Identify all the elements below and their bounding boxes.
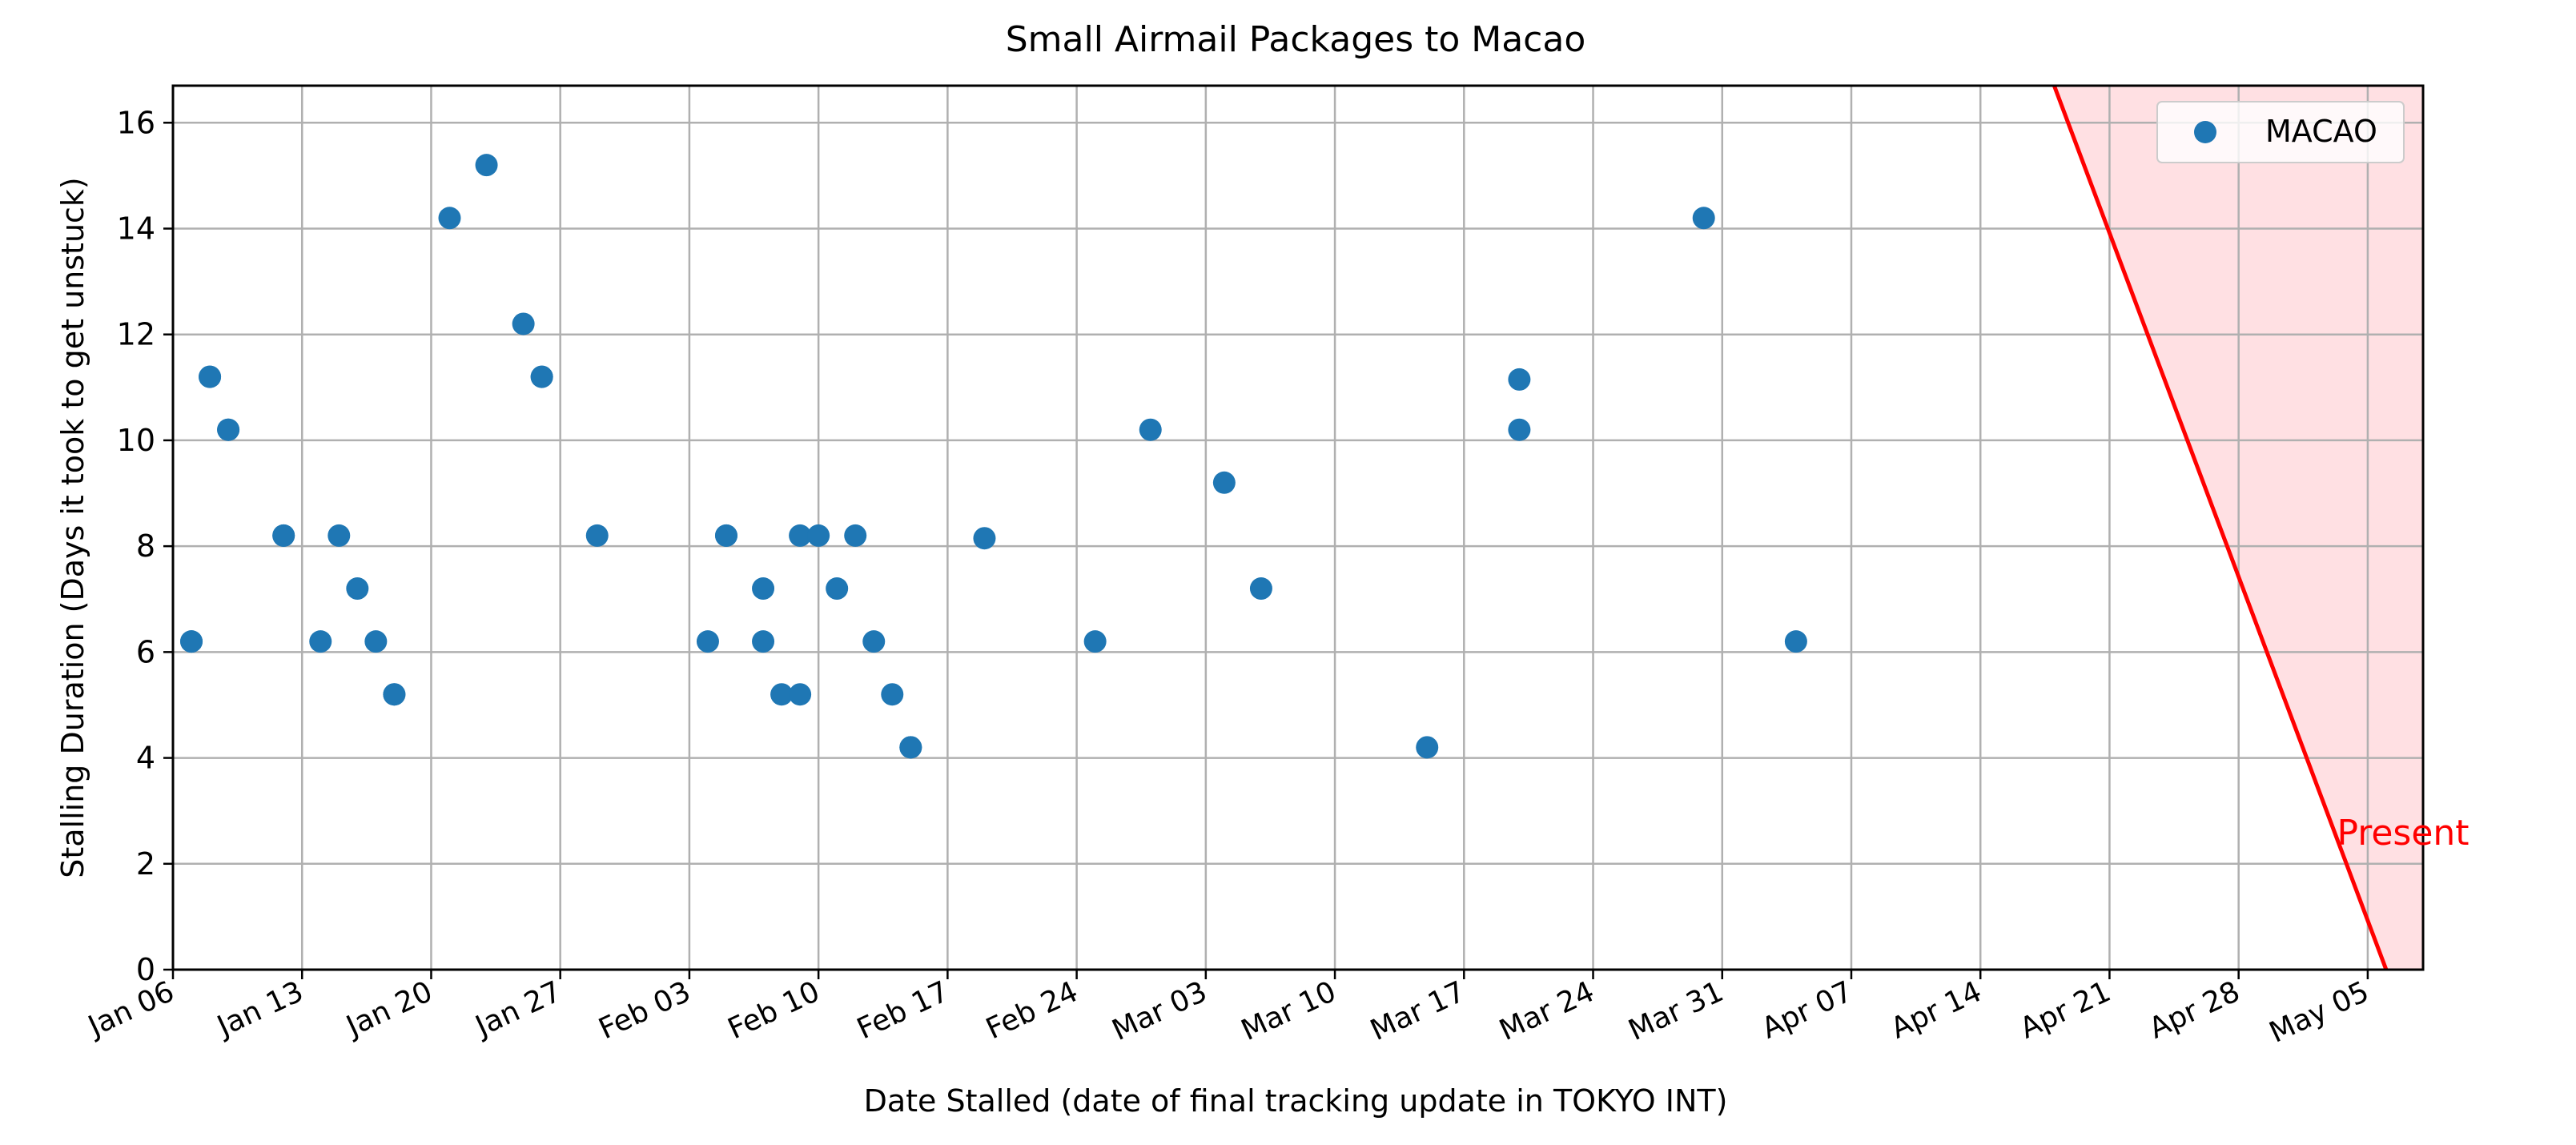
y-tick-label: 12 [117, 317, 155, 352]
y-axis-label: Stalling Duration (Days it took to get u… [55, 177, 90, 878]
data-point [328, 524, 351, 547]
data-point [807, 524, 830, 547]
data-point [770, 683, 794, 706]
data-point [530, 365, 553, 388]
legend-box [2156, 101, 2405, 163]
y-tick-label: 4 [136, 741, 155, 776]
data-point [199, 365, 222, 388]
data-point [1784, 630, 1807, 653]
data-point [180, 630, 203, 653]
legend: MACAO [2156, 101, 2405, 163]
y-axis-ticks: 0 2 4 6 8 10 12 14 16 [117, 105, 173, 987]
data-point [512, 312, 535, 335]
data-point [1083, 630, 1107, 653]
data-point [1212, 471, 1236, 494]
data-point [899, 736, 922, 759]
data-point [1692, 207, 1715, 230]
data-point [881, 683, 904, 706]
data-point [1416, 736, 1439, 759]
y-tick-label: 10 [117, 423, 155, 458]
data-point [714, 524, 737, 547]
y-tick-label: 8 [136, 528, 155, 564]
data-point [752, 630, 775, 653]
data-point [696, 630, 719, 653]
chart-title: Small Airmail Packages to Macao [1006, 19, 1586, 60]
present-label: Present [2337, 813, 2469, 854]
data-point [309, 630, 332, 653]
y-tick-label: 0 [136, 952, 155, 987]
data-point [862, 630, 886, 653]
x-axis-label: Date Stalled (date of final tracking upd… [864, 1083, 1728, 1119]
data-point [1249, 577, 1272, 601]
legend-marker-macao [2194, 121, 2216, 143]
legend-label-macao: MACAO [2265, 114, 2377, 149]
data-point [1508, 418, 1531, 441]
y-tick-label: 2 [136, 846, 155, 882]
y-tick-label: 14 [117, 211, 155, 246]
y-tick-label: 6 [136, 634, 155, 669]
data-point [789, 524, 812, 547]
data-point [826, 577, 849, 601]
plot-frame [171, 84, 2425, 971]
data-point [585, 524, 609, 547]
data-point [383, 683, 406, 706]
data-point [438, 207, 461, 230]
data-point [272, 524, 295, 547]
present-line-layer [2052, 85, 2389, 970]
data-point [973, 527, 996, 550]
data-point [475, 154, 498, 177]
data-point [789, 683, 812, 706]
data-point [364, 630, 388, 653]
data-point [346, 577, 369, 601]
data-point [1508, 368, 1531, 391]
data-point [844, 524, 867, 547]
present-line [2052, 85, 2389, 970]
y-tick-label: 16 [117, 105, 155, 140]
data-point [217, 418, 240, 441]
data-points [180, 154, 1807, 759]
data-point [752, 577, 775, 601]
data-point [1139, 418, 1162, 441]
